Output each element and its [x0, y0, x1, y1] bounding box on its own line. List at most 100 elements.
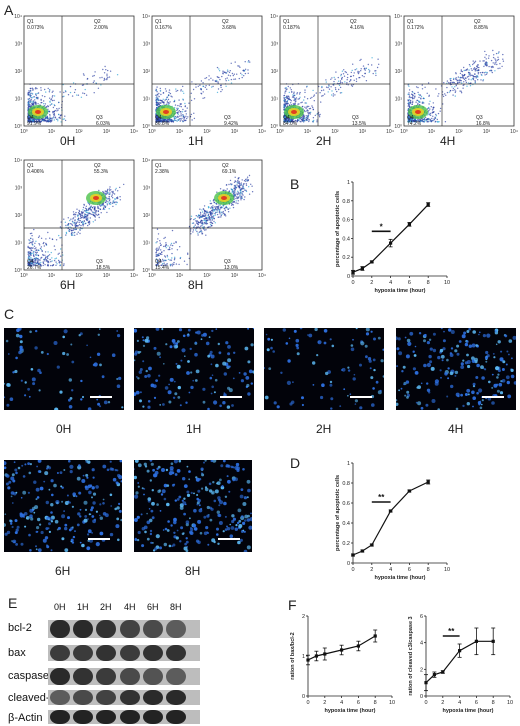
- quadrant-name: Q2: [222, 19, 229, 25]
- micro-time-label: 0H: [56, 422, 72, 436]
- data-point: [340, 648, 344, 652]
- data-point: [323, 652, 327, 656]
- data-point: [389, 241, 393, 245]
- flow-x-tick: 10⁴: [258, 273, 266, 279]
- flow-density-red: [93, 196, 99, 200]
- y-tick-label: 2: [420, 667, 423, 673]
- quadrant-percentage: 74.2%: [407, 121, 422, 127]
- scale-bar: [350, 396, 372, 398]
- y-tick-label: 0.6: [342, 218, 350, 224]
- x-tick-label: 10: [444, 567, 450, 573]
- y-tick-label: 6: [420, 614, 423, 620]
- y-tick-label: 0.6: [342, 501, 350, 507]
- protein-band: [50, 620, 70, 638]
- blot-strip: [48, 620, 200, 638]
- micro-image-1H: [134, 328, 254, 410]
- quadrant-percentage: 8.85%: [474, 25, 489, 31]
- flow-y-tick: 10¹: [143, 241, 151, 247]
- flow-time-label: 0H: [60, 134, 76, 148]
- flow-y-tick: 10³: [143, 186, 151, 192]
- data-point: [360, 549, 364, 553]
- x-tick-label: 4: [458, 700, 461, 706]
- flow-y-tick: 10¹: [271, 97, 279, 103]
- quadrant-percentage: 0.172%: [407, 25, 425, 31]
- flow-x-tick: 10⁴: [386, 129, 394, 135]
- panel-label-f: F: [288, 597, 297, 613]
- flow-y-tick: 10²: [15, 213, 23, 219]
- quadrant-percentage: 0.167%: [155, 25, 173, 31]
- x-tick-label: 6: [408, 567, 411, 573]
- micro-image-0H: [4, 328, 124, 410]
- quadrant-name: Q4: [27, 115, 34, 121]
- protein-band: [73, 645, 93, 661]
- data-point: [370, 543, 374, 547]
- protein-band: [73, 620, 93, 638]
- flow-density-red: [35, 110, 41, 114]
- flow-y-tick: 10⁴: [270, 14, 278, 20]
- panel-label-e: E: [8, 595, 18, 611]
- scale-bar: [90, 396, 112, 398]
- x-tick-label: 8: [427, 280, 430, 286]
- flow-x-tick: 10³: [359, 129, 367, 135]
- x-tick-label: 0: [351, 567, 354, 573]
- protein-band: [166, 620, 186, 638]
- quadrant-percentage: 0.187%: [283, 25, 301, 31]
- quadrant-percentage: 4.16%: [350, 25, 365, 31]
- protein-band: [120, 645, 140, 661]
- scale-bar: [220, 396, 242, 398]
- flow-x-tick: 10³: [103, 273, 111, 279]
- flow-density-red: [291, 110, 297, 114]
- flow-x-tick: 10⁰: [20, 129, 28, 135]
- protein-label: bcl-2: [8, 622, 32, 634]
- panel-label-b: B: [290, 176, 300, 192]
- y-tick-label: 1: [347, 180, 350, 186]
- blot-strip: [48, 690, 200, 705]
- protein-band: [50, 645, 70, 661]
- flow-y-tick: 10²: [143, 69, 151, 75]
- protein-band: [73, 710, 93, 724]
- quadrant-name: Q3: [476, 115, 483, 121]
- data-point: [474, 639, 478, 643]
- quadrant-percentage: 13.5%: [352, 121, 367, 127]
- flow-y-tick: 10¹: [15, 241, 23, 247]
- quadrant-percentage: 15.4%: [155, 265, 170, 271]
- protein-band: [143, 620, 163, 638]
- lane-label: 8H: [170, 602, 182, 612]
- lane-label: 0H: [54, 602, 66, 612]
- nuclei-layer: [134, 460, 252, 552]
- data-point: [351, 270, 355, 274]
- flow-x-tick: 10¹: [176, 273, 184, 279]
- flow-density-red: [221, 196, 227, 200]
- flow-y-tick: 10³: [143, 42, 151, 48]
- quadrant-name: Q3: [224, 259, 231, 265]
- quadrant-percentage: 55.3%: [94, 169, 109, 175]
- flow-x-tick: 10¹: [304, 129, 312, 135]
- y-tick-label: 0.8: [342, 199, 350, 205]
- x-tick-label: 4: [340, 700, 343, 706]
- flow-y-tick: 10¹: [395, 97, 403, 103]
- y-tick-label: 2: [302, 614, 305, 620]
- quadrant-name: Q4: [155, 115, 162, 121]
- flow-x-tick: 10¹: [48, 273, 56, 279]
- flow-x-tick: 10¹: [48, 129, 56, 135]
- flow-y-tick: 10⁰: [142, 268, 150, 274]
- protein-band: [120, 620, 140, 638]
- x-tick-label: 4: [389, 280, 392, 286]
- protein-band: [166, 668, 186, 685]
- flow-y-tick: 10³: [15, 186, 23, 192]
- x-tick-label: 6: [475, 700, 478, 706]
- data-point: [407, 489, 411, 493]
- flow-x-tick: 10⁴: [130, 129, 138, 135]
- x-axis-label: hypoxia time (hour): [324, 708, 375, 714]
- protein-band: [143, 690, 163, 705]
- protein-band: [96, 710, 116, 724]
- flow-y-tick: 10⁰: [14, 124, 22, 130]
- flow-x-tick: 10³: [103, 129, 111, 135]
- flow-x-tick: 10⁰: [148, 273, 156, 279]
- flow-x-tick: 10¹: [176, 129, 184, 135]
- flow-x-tick: 10³: [231, 129, 239, 135]
